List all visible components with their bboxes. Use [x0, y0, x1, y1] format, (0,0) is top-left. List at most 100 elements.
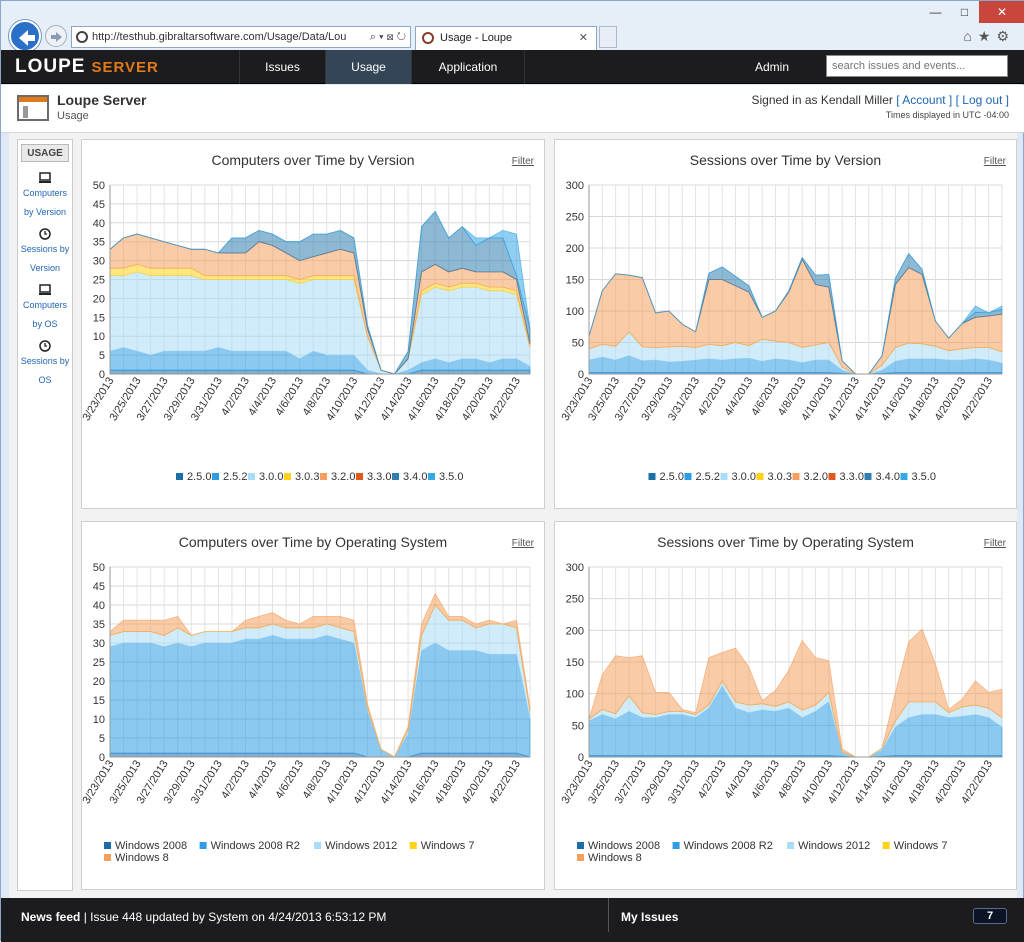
favorites-star-icon[interactable]: ★	[977, 28, 997, 44]
chart-title: Sessions over Time by Version	[689, 152, 882, 168]
y-tick-label: 35	[93, 237, 105, 249]
y-tick-label: 200	[566, 243, 584, 255]
timezone-note: Times displayed in UTC -04:00	[885, 110, 1009, 120]
address-text: http://testhub.gibraltarsoftware.com/Usa…	[92, 31, 347, 43]
legend-swatch	[648, 473, 656, 480]
legend-label: Windows 2008	[115, 840, 187, 852]
series-area-windows-8[interactable]	[588, 628, 1003, 758]
usage-sidebar: USAGE Computers by Version Sessions by V…	[17, 139, 73, 891]
new-tab-button[interactable]	[599, 26, 617, 48]
y-tick-label: 40	[93, 218, 105, 230]
minimize-icon[interactable]: —	[929, 5, 942, 19]
issues-count-badge[interactable]: 7	[973, 908, 1007, 924]
sidebar-item-label: Sessions by	[20, 356, 70, 366]
chart-title: Computers over Time by Version	[211, 152, 415, 168]
legend-swatch	[672, 842, 680, 849]
y-tick-label: 0	[578, 369, 584, 381]
browser-tab[interactable]: Usage - Loupe ✕	[415, 26, 597, 50]
series-area-windows-2008[interactable]	[109, 752, 531, 758]
y-tick-label: 0	[578, 752, 584, 764]
logout-link[interactable]: [ Log out ]	[955, 93, 1009, 107]
legend-swatch	[720, 473, 728, 480]
computer-icon	[39, 172, 51, 183]
filter-link[interactable]: Filter	[511, 156, 534, 167]
sidebar-item-sessions-by-os[interactable]: Sessions by OS	[18, 340, 72, 390]
series-area-3-5-0[interactable]	[109, 210, 531, 375]
signed-in-info: Signed in as Kendall Miller [ Account ] …	[751, 93, 1009, 107]
y-tick-label: 50	[572, 720, 584, 732]
settings-gear-icon[interactable]: ⚙	[996, 28, 1015, 44]
address-bar[interactable]: http://testhub.gibraltarsoftware.com/Usa…	[71, 26, 411, 48]
my-issues-link[interactable]: My Issues	[621, 910, 679, 924]
y-tick-label: 10	[93, 331, 105, 343]
series-area-windows-2008-r2[interactable]	[109, 634, 531, 758]
series-area-2-5-0[interactable]	[109, 369, 531, 375]
sidebar-item-sessions-by-version[interactable]: Sessions by Version	[18, 228, 72, 278]
legend-swatch	[314, 842, 322, 849]
search-input[interactable]	[826, 55, 1008, 77]
signed-in-text: Signed in as Kendall Miller	[751, 93, 893, 107]
sidebar-item-computers-by-version[interactable]: Computers by Version	[18, 172, 72, 222]
tab-close-icon[interactable]: ✕	[578, 32, 588, 44]
legend-swatch	[756, 473, 764, 480]
legend-label: Windows 8	[115, 852, 169, 864]
account-link[interactable]: [ Account ]	[896, 93, 953, 107]
y-tick-label: 45	[93, 581, 105, 593]
sidebar-item-label: OS	[38, 375, 52, 385]
legend-swatch	[577, 842, 584, 849]
close-icon[interactable]: ✕	[979, 1, 1024, 23]
filter-link[interactable]: Filter	[983, 538, 1006, 549]
chart-panel-computers-by-os: Computers over Time by Operating System …	[80, 521, 545, 890]
legend-swatch	[792, 473, 800, 480]
chart-panel-sessions-by-os: Sessions over Time by Operating System F…	[554, 521, 1017, 890]
legend-label: Windows 2008 R2	[684, 840, 773, 852]
y-tick-label: 30	[93, 638, 105, 650]
sidebar-item-label: Computers	[22, 300, 67, 310]
back-arrow-icon	[19, 30, 35, 46]
y-tick-label: 50	[93, 180, 105, 192]
y-tick-label: 5	[99, 733, 105, 745]
y-tick-label: 35	[93, 619, 105, 631]
legend-label: Windows 2012	[325, 840, 397, 852]
nav-usage[interactable]: Usage	[325, 50, 411, 84]
legend-label: 3.0.3	[768, 471, 792, 483]
series-area-windows-8[interactable]	[109, 592, 531, 758]
sidebar-heading: USAGE	[21, 144, 69, 162]
nav-admin[interactable]: Admin	[754, 60, 789, 74]
forward-button[interactable]	[45, 25, 67, 47]
series-area-3-5-0[interactable]	[588, 252, 1003, 375]
home-icon[interactable]: ⌂	[963, 28, 978, 44]
legend-label: 3.0.0	[259, 471, 283, 483]
browser-titlebar: — □ ✕ http://testhub.gibraltarsoftware.c…	[1, 1, 1024, 52]
filter-link[interactable]: Filter	[511, 538, 534, 549]
address-tools-icon[interactable]: ⌕ ▾ ⊠ ↻	[369, 31, 406, 43]
clock-icon	[39, 228, 51, 240]
news-feed[interactable]: News feed | Issue 448 updated by System …	[21, 910, 386, 924]
loupe-logo[interactable]: LOUPE SERVER	[15, 56, 159, 78]
sidebar-item-label: by Version	[23, 207, 67, 217]
back-button[interactable]	[9, 20, 41, 52]
page-title: Loupe Server	[57, 92, 147, 108]
filter-link[interactable]: Filter	[983, 156, 1006, 167]
legend-swatch	[409, 842, 417, 849]
y-tick-label: 0	[99, 369, 105, 381]
site-favicon-icon	[76, 31, 88, 43]
legend-swatch	[356, 473, 363, 480]
legend-swatch	[787, 842, 795, 849]
legend-swatch	[284, 473, 291, 480]
nav-issues[interactable]: Issues	[239, 50, 325, 84]
news-feed-text: | Issue 448 updated by System on 4/24/20…	[80, 910, 387, 924]
y-tick-label: 250	[566, 212, 584, 224]
maximize-icon[interactable]: □	[960, 5, 969, 19]
footer-divider	[608, 898, 609, 932]
sidebar-item-computers-by-os[interactable]: Computers by OS	[18, 284, 72, 334]
forward-arrow-icon	[51, 32, 62, 42]
legend-label: 2.5.0	[660, 471, 684, 483]
legend: Windows 2008 Windows 2008 R2 Windows 2012 W…	[104, 840, 474, 864]
legend: 2.5.0 2.5.2 3.0.0 3.0.3 3.2.0 3.3.0 3.4.0 3.5.0	[648, 471, 936, 483]
legend-label: 3.0.0	[732, 471, 756, 483]
y-tick-label: 45	[93, 199, 105, 211]
nav-application[interactable]: Application	[411, 50, 525, 84]
tab-favicon-icon	[422, 32, 434, 44]
sidebar-item-label: Sessions by	[20, 244, 70, 254]
